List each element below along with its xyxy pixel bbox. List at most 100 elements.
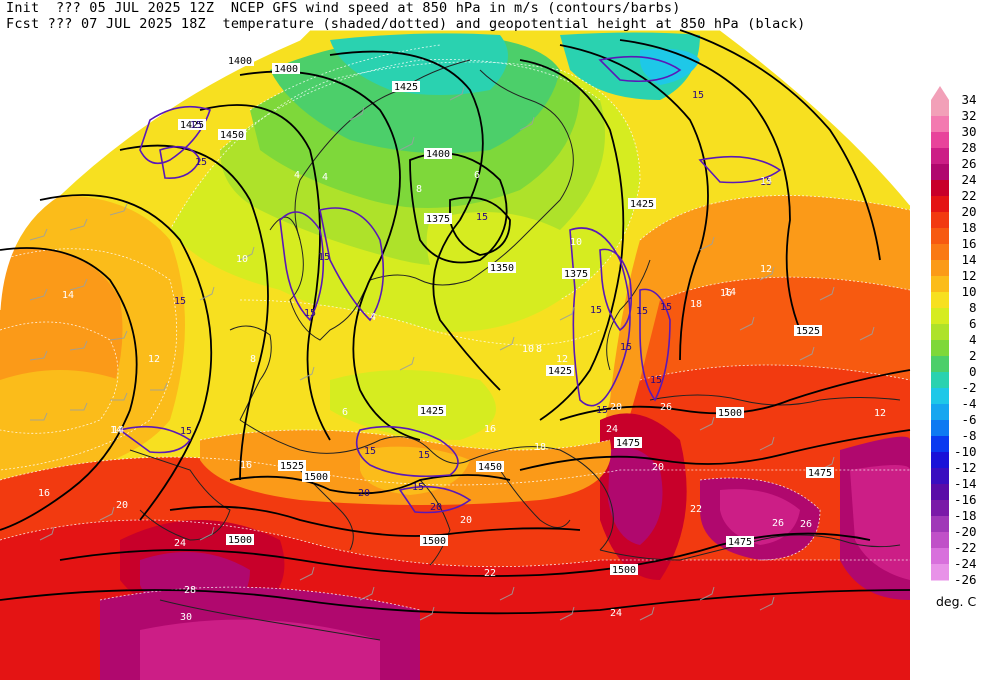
- colorbar-tick-label: 26: [954, 156, 977, 171]
- temp-labels: 14 12 14 16 20 24 28 30 10 8 6 4 4 6 8 1…: [38, 170, 886, 623]
- colorbar-tick-label: -26: [954, 572, 977, 587]
- colorbar-tick-label: 0: [954, 364, 977, 379]
- height-label: 1500: [302, 471, 330, 483]
- temp-label: 14: [724, 287, 736, 298]
- colorbar-swatch: [931, 420, 949, 437]
- temp-label: 24: [174, 538, 186, 549]
- svg-text:1500: 1500: [612, 565, 636, 576]
- wind-label: 15: [418, 450, 430, 461]
- colorbar-tick-label: 16: [954, 236, 977, 251]
- svg-text:1500: 1500: [228, 535, 252, 546]
- temp-label: 16: [38, 488, 50, 499]
- colorbar-tick-label: -8: [954, 428, 977, 443]
- temp-label: 4: [294, 170, 300, 181]
- temp-label: 8: [416, 184, 422, 195]
- colorbar-swatch: [931, 196, 949, 213]
- colorbar-tick-label: 30: [954, 124, 977, 139]
- height-label: 1400: [424, 148, 452, 160]
- height-label: 1425: [178, 119, 206, 131]
- height-label: 1500: [226, 534, 254, 546]
- wind-label: 15: [190, 120, 202, 131]
- svg-text:1450: 1450: [478, 462, 502, 473]
- height-label: 1425: [392, 81, 420, 93]
- colorbar-swatch: [931, 340, 949, 357]
- temp-label: 12: [148, 354, 160, 365]
- isotherms: [0, 44, 911, 611]
- colorbar-tick-label: 6: [954, 316, 977, 331]
- colorbar-tick-label: -22: [954, 540, 977, 555]
- colorbar-swatch: [931, 148, 949, 165]
- temp-label: 12: [760, 264, 772, 275]
- height-labels: 1400 1425 1450 1425 1400 1375 1350 1375 …: [178, 55, 834, 576]
- colorbar-swatch: [931, 228, 949, 245]
- temp-label: 14: [760, 176, 772, 187]
- colorbar-tick-label: -20: [954, 524, 977, 539]
- colorbar-swatch: [931, 116, 949, 133]
- temp-label: 22: [690, 504, 702, 515]
- colorbar-tick-label: -4: [954, 396, 977, 411]
- coastlines: [129, 59, 901, 641]
- temp-label: 16: [240, 460, 252, 471]
- colorbar-tick-label: 28: [954, 140, 977, 155]
- wind-contours: [118, 55, 782, 514]
- colorbar-swatch: [931, 244, 949, 261]
- colorbar-swatch: [931, 564, 949, 581]
- colorbar-swatch: [931, 276, 949, 293]
- temp-label: 24: [606, 424, 618, 435]
- height-label: 1500: [610, 564, 638, 576]
- temp-label: 8: [250, 354, 256, 365]
- svg-text:1525: 1525: [796, 326, 820, 337]
- temp-label: 26: [772, 518, 784, 529]
- temp-label: 14: [112, 425, 124, 436]
- title-line-1: NCEP GFS wind speed at 850 hPa in m/s (c…: [230, 0, 681, 16]
- colorbar-swatch: [931, 468, 949, 485]
- wind-label: 15: [174, 296, 186, 307]
- temp-label: 20: [610, 402, 622, 413]
- temp-label: 10: [236, 254, 248, 265]
- domain-edge: [0, 29, 911, 311]
- height-label: 1525: [278, 460, 306, 472]
- colorbar: [931, 86, 949, 581]
- colorbar-tick-label: -2: [954, 380, 977, 395]
- colorbar-swatch: [931, 356, 949, 373]
- height-label: 1425: [628, 198, 656, 210]
- temp-label: 12: [556, 354, 568, 365]
- svg-text:1475: 1475: [728, 537, 752, 548]
- forecast-time: Fcst ??? 07 JUL 2025 18Z: [6, 16, 206, 32]
- colorbar-swatch: [931, 100, 949, 117]
- temp-label: 16: [720, 288, 732, 299]
- colorbar-units: deg. C: [936, 594, 977, 609]
- colorbar-swatch: [931, 324, 949, 341]
- temp-label: 22: [484, 568, 496, 579]
- colorbar-tick-label: 2: [954, 348, 977, 363]
- temp-label: 10: [570, 237, 582, 248]
- colorbar-top-arrow: [931, 86, 949, 100]
- colorbar-swatch: [931, 436, 949, 453]
- svg-text:1425: 1425: [548, 366, 572, 377]
- temp-label: 26: [660, 402, 672, 413]
- wind-label: 15: [620, 342, 632, 353]
- temp-label: 20: [652, 462, 664, 473]
- wind-label: 15: [412, 482, 424, 493]
- height-label: 1450: [218, 129, 246, 141]
- colorbar-swatch: [931, 308, 949, 325]
- colorbar-tick-label: -16: [954, 492, 977, 507]
- temp-label: 6: [474, 170, 480, 181]
- temp-label: 14: [110, 425, 122, 436]
- colorbar-swatch: [931, 260, 949, 277]
- colorbar-tick-label: 18: [954, 220, 977, 235]
- svg-text:1425: 1425: [394, 82, 418, 93]
- temp-label: 18: [534, 442, 546, 453]
- svg-text:1450: 1450: [220, 130, 244, 141]
- wind-labels: 15 15 15 15 15 15 15 15 15 20 15 15 20 1…: [174, 90, 772, 513]
- height-label: 1525: [794, 325, 822, 337]
- colorbar-tick-label: 20: [954, 204, 977, 219]
- colorbar-swatch: [931, 292, 949, 309]
- title-line-2: temperature (shaded/dotted) and geopoten…: [222, 16, 806, 32]
- colorbar-tick-label: 24: [954, 172, 977, 187]
- wind-label: 15: [660, 302, 672, 313]
- wind-label: 15: [590, 305, 602, 316]
- colorbar-swatch: [931, 452, 949, 469]
- svg-text:1425: 1425: [630, 199, 654, 210]
